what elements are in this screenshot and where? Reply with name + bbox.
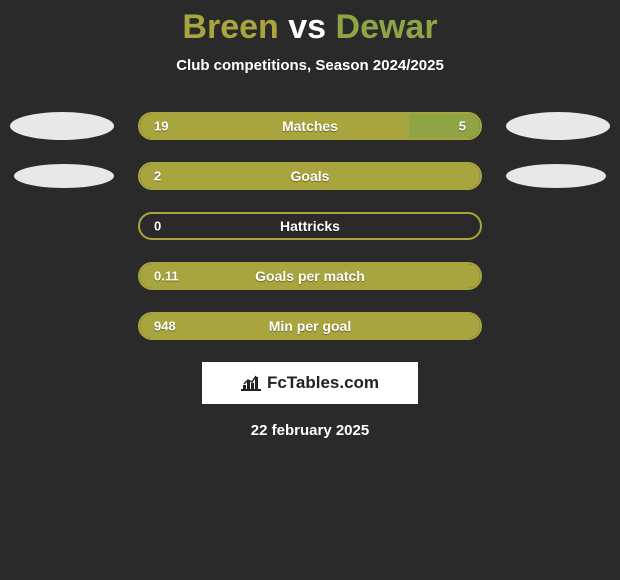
vs-text: vs [288, 8, 326, 46]
chart-icon [241, 375, 261, 391]
player1-marker [10, 112, 114, 140]
stat-bar: 2 Goals [138, 162, 482, 190]
stat-value-left: 2 [154, 169, 161, 184]
logo-text: FcTables.com [267, 373, 379, 393]
stat-value-left: 19 [154, 119, 168, 134]
stat-bar: 19 5 Matches [138, 112, 482, 140]
stat-bar: 0.11 Goals per match [138, 262, 482, 290]
stats-container: 19 5 Matches 2 Goals 0 Hattricks 0.11 Goals per … [0, 112, 620, 340]
comparison-title: Breen vs Dewar [0, 0, 620, 47]
stat-label: Matches [282, 118, 338, 134]
date-label: 22 february 2025 [0, 422, 620, 439]
stat-row: 19 5 Matches [0, 112, 620, 140]
subtitle: Club competitions, Season 2024/2025 [0, 57, 620, 74]
stat-bar: 948 Min per goal [138, 312, 482, 340]
stat-value-right: 5 [459, 119, 466, 134]
stat-bar: 0 Hattricks [138, 212, 482, 240]
stat-label: Goals per match [255, 268, 365, 284]
player2-marker [506, 164, 606, 188]
stat-label: Min per goal [269, 318, 351, 334]
stat-row: 948 Min per goal [0, 312, 620, 340]
stat-value-left: 0.11 [154, 269, 179, 284]
logo-box[interactable]: FcTables.com [202, 362, 418, 404]
stat-row: 0.11 Goals per match [0, 262, 620, 290]
stat-label: Goals [291, 168, 330, 184]
bar-left-fill [140, 114, 409, 138]
stat-row: 0 Hattricks [0, 212, 620, 240]
stat-row: 2 Goals [0, 162, 620, 190]
bar-right-fill [409, 114, 480, 138]
player2-marker [506, 112, 610, 140]
player1-marker [14, 164, 114, 188]
stat-label: Hattricks [280, 218, 340, 234]
player1-name: Breen [182, 8, 278, 46]
stat-value-left: 948 [154, 319, 176, 334]
player2-name: Dewar [336, 8, 438, 46]
stat-value-left: 0 [154, 219, 161, 234]
